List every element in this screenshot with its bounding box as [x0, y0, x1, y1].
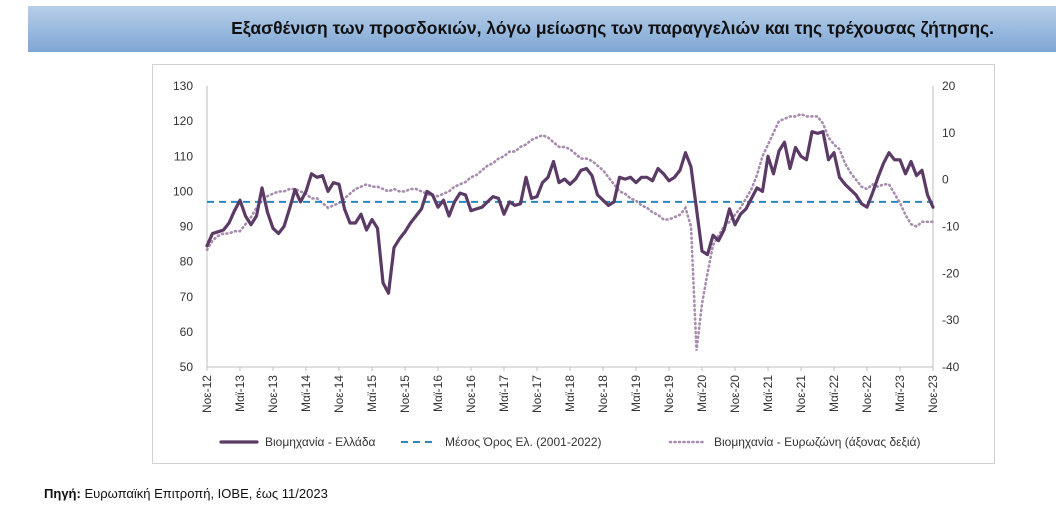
x-tick-label: Νοε-21: [794, 375, 808, 413]
source-label: Πηγή:: [44, 486, 81, 501]
y-tick-label: 100: [173, 184, 193, 198]
y-tick-label: 130: [173, 79, 193, 93]
x-tick-label: Νοε-13: [266, 375, 280, 413]
x-tick-label: Νοε-22: [860, 375, 874, 413]
x-tick-label: Νοε-12: [200, 375, 214, 413]
chart-area: 130 120 110 100 90 80 70 60 50 20 10 0 -10 -20 -30 -40 Ν…: [152, 64, 995, 464]
x-tick-label: Νοε-18: [596, 375, 610, 413]
y2-tick-label: 20: [942, 79, 956, 93]
x-tick-label: Μαϊ-22: [827, 375, 841, 412]
x-tick-label: Μαϊ-13: [233, 375, 247, 412]
y2-tick-label: -10: [942, 220, 960, 234]
chart-title: Εξασθένιση των προσδοκιών, λόγω μείωσης …: [231, 18, 994, 38]
x-tick-label: Μαϊ-15: [365, 375, 379, 412]
y2-tick-label: 10: [942, 126, 956, 140]
y-tick-label: 110: [174, 149, 193, 163]
y2-tick-label: 0: [942, 173, 949, 187]
y-tick-label: 70: [180, 290, 194, 304]
x-tick-label: Νοε-17: [530, 375, 544, 413]
y2-tick-label: -40: [942, 360, 960, 374]
x-tick-label: Μαϊ-23: [893, 375, 907, 412]
y-tick-label: 120: [173, 114, 193, 128]
x-tick-label: Μαϊ-14: [299, 375, 313, 412]
legend-label-2: Βιομηχανία - Ευρωζώνη (άξονας δεξιά): [714, 435, 920, 449]
x-tick-label: Νοε-15: [398, 375, 412, 413]
y-tick-label: 50: [180, 360, 194, 374]
x-tick-label: Μαϊ-19: [629, 375, 643, 412]
line-chart: 130120110100908070605020100-10-20-30-40Ν…: [173, 79, 960, 449]
series-line-0: [205, 130, 935, 295]
y-tick-label: 60: [180, 325, 194, 339]
y2-tick-label: -20: [942, 266, 960, 280]
x-tick-label: Μαϊ-17: [497, 375, 511, 412]
y-tick-label: 80: [180, 255, 194, 269]
x-tick-label: Νοε-16: [464, 375, 478, 413]
title-banner: Εξασθένιση των προσδοκιών, λόγω μείωσης …: [28, 6, 1056, 52]
y-tick-label: 90: [180, 220, 194, 234]
series-line-2: [205, 112, 935, 351]
legend-label-1: Μέσος Όρος Ελ. (2001-2022): [445, 435, 602, 449]
x-tick-label: Μαϊ-20: [695, 375, 709, 412]
x-tick-label: Μαϊ-16: [431, 375, 445, 412]
x-tick-label: Νοε-23: [926, 375, 940, 413]
x-tick-label: Νοε-14: [332, 375, 346, 413]
x-tick-label: Νοε-20: [728, 375, 742, 413]
legend-label-0: Βιομηχανία - Ελλάδα: [265, 435, 376, 449]
y2-tick-label: -30: [942, 313, 960, 327]
source-note: Πηγή: Ευρωπαϊκή Επιτροπή, ΙΟΒΕ, έως 11/2…: [44, 486, 328, 501]
x-tick-label: Μαϊ-21: [761, 375, 775, 412]
source-text: Ευρωπαϊκή Επιτροπή, ΙΟΒΕ, έως 11/2023: [84, 486, 328, 501]
x-tick-label: Νοε-19: [662, 375, 676, 413]
x-tick-label: Μαϊ-18: [563, 375, 577, 412]
